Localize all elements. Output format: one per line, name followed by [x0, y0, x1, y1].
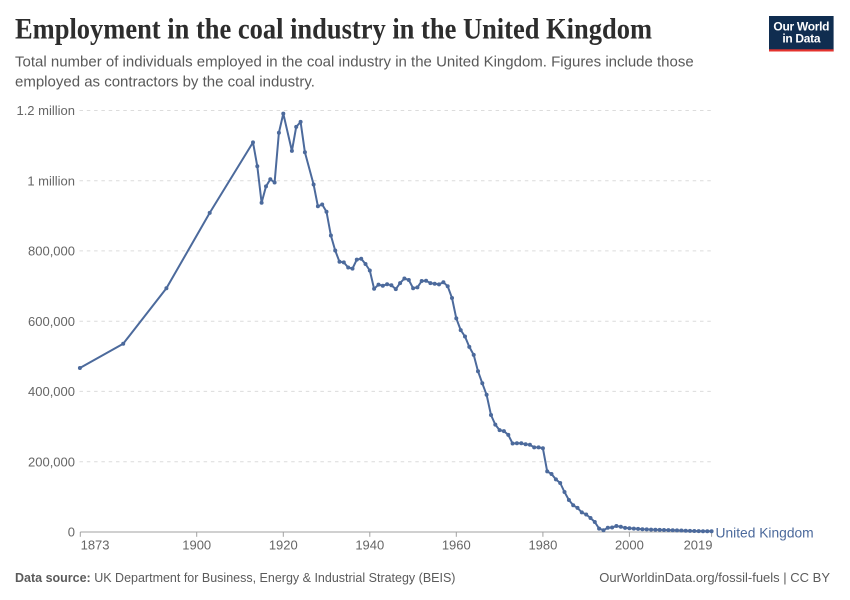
svg-text:1980: 1980 — [528, 537, 557, 552]
svg-text:Employment in the coal industr: Employment in the coal industry in the U… — [15, 13, 652, 46]
svg-text:2019: 2019 — [684, 537, 713, 552]
svg-text:1900: 1900 — [182, 537, 211, 552]
svg-text:United Kingdom: United Kingdom — [716, 525, 814, 540]
svg-text:1.2 million: 1.2 million — [16, 103, 75, 118]
svg-text:200,000: 200,000 — [28, 454, 75, 469]
svg-text:2000: 2000 — [615, 537, 644, 552]
svg-text:400,000: 400,000 — [28, 384, 75, 399]
svg-text:employed as contractors by the: employed as contractors by the coal indu… — [15, 73, 315, 90]
svg-text:600,000: 600,000 — [28, 314, 75, 329]
svg-text:Data source: UK Department for: Data source: UK Department for Business,… — [15, 571, 455, 585]
svg-text:0: 0 — [68, 525, 75, 540]
svg-text:1960: 1960 — [442, 537, 471, 552]
svg-text:800,000: 800,000 — [28, 244, 75, 259]
svg-text:1920: 1920 — [269, 537, 298, 552]
svg-text:1940: 1940 — [355, 537, 384, 552]
svg-text:1873: 1873 — [81, 537, 110, 552]
svg-text:Total number of individuals em: Total number of individuals employed in … — [15, 53, 694, 70]
svg-text:1 million: 1 million — [27, 173, 75, 188]
svg-text:OurWorldinData.org/fossil-fuel: OurWorldinData.org/fossil-fuels | CC BY — [599, 570, 830, 585]
svg-text:Our World: Our World — [773, 20, 829, 34]
svg-text:in Data: in Data — [782, 31, 821, 45]
